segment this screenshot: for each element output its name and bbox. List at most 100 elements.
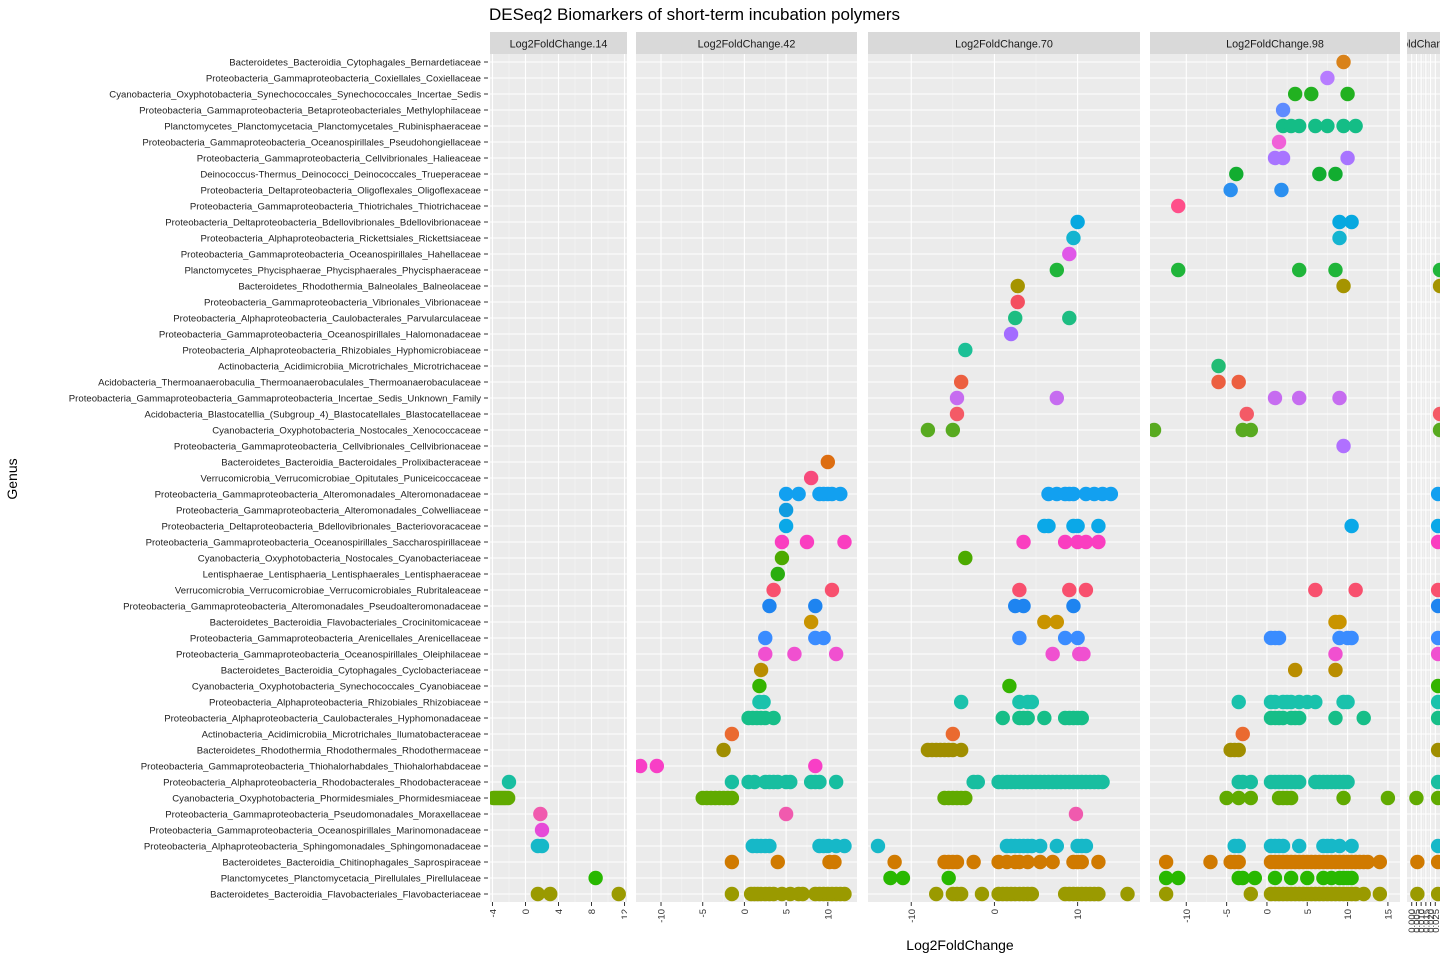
data-point bbox=[816, 630, 831, 646]
data-point bbox=[1231, 742, 1246, 758]
data-point bbox=[1243, 886, 1259, 902]
data-point bbox=[1231, 374, 1246, 390]
genus-label: Proteobacteria_Alphaproteobacteria_Rhodo… bbox=[163, 777, 481, 788]
genus-label: Bacteroidetes_Bacteroidia_Flavobacterial… bbox=[210, 889, 481, 900]
genus-label: Proteobacteria_Gammaproteobacteria_Alter… bbox=[176, 505, 481, 516]
genus-label: Proteobacteria_Gammaproteobacteria_Cellv… bbox=[174, 441, 481, 452]
genus-label: Proteobacteria_Gammaproteobacteria_Ocean… bbox=[159, 329, 481, 340]
data-point bbox=[974, 886, 990, 902]
data-point bbox=[883, 870, 898, 886]
data-point bbox=[1291, 838, 1307, 854]
data-point bbox=[949, 390, 965, 406]
facet-strip-label: Log2FoldChange.126 bbox=[1372, 39, 1440, 51]
data-point bbox=[958, 550, 973, 566]
facet-panel: Log2FoldChange.126 0.0000.0050.0100.0150.… bbox=[1372, 32, 1440, 933]
data-point bbox=[1336, 790, 1351, 806]
data-point bbox=[808, 758, 823, 774]
genus-label: Acidobacteria_Blastocatellia_(Subgroup_4… bbox=[144, 409, 481, 420]
facet-strip-label: Log2FoldChange.14 bbox=[510, 39, 608, 51]
x-tick-label: 5 bbox=[782, 909, 793, 914]
data-point bbox=[1287, 86, 1303, 102]
data-point bbox=[1430, 486, 1440, 502]
data-point bbox=[1045, 854, 1060, 870]
data-point bbox=[534, 822, 550, 838]
data-point bbox=[795, 886, 810, 902]
data-point bbox=[1171, 198, 1186, 214]
genus-label: Proteobacteria_Gammaproteobacteria_Ocean… bbox=[142, 137, 481, 148]
genus-label: Bacteroidetes_Bacteroidia_Flavobacterial… bbox=[210, 617, 481, 628]
data-point bbox=[958, 342, 973, 358]
data-point bbox=[1057, 534, 1073, 550]
data-point bbox=[716, 742, 731, 758]
genus-label: Proteobacteria_Deltaproteobacteria_Oligo… bbox=[200, 185, 481, 196]
data-point bbox=[1171, 262, 1186, 278]
data-point bbox=[1203, 854, 1218, 870]
data-point bbox=[1430, 742, 1440, 758]
genus-label: Proteobacteria_Alphaproteobacteria_Caulo… bbox=[164, 713, 481, 724]
genus-label: Proteobacteria_Gammaproteobacteria_Cellv… bbox=[197, 153, 481, 164]
data-point bbox=[1275, 150, 1291, 166]
data-point bbox=[1074, 710, 1089, 726]
data-point bbox=[837, 534, 852, 550]
data-point bbox=[1300, 870, 1315, 886]
data-point bbox=[949, 406, 965, 422]
x-tick-label: -10 bbox=[907, 909, 918, 923]
x-tick-label: 0.000 bbox=[1407, 909, 1418, 933]
genus-label: Proteobacteria_Deltaproteobacteria_Bdell… bbox=[165, 217, 481, 228]
data-point bbox=[774, 534, 790, 550]
genus-label: Proteobacteria_Alphaproteobacteria_Sphin… bbox=[144, 841, 481, 852]
data-point bbox=[1320, 70, 1335, 86]
facet-strip bbox=[636, 32, 857, 54]
data-point bbox=[501, 774, 517, 790]
data-point bbox=[752, 678, 767, 694]
data-point bbox=[1308, 582, 1323, 598]
data-point bbox=[1062, 582, 1077, 598]
facet-strip-label: Log2FoldChange.98 bbox=[1226, 39, 1324, 51]
genus-label: Proteobacteria_Gammaproteobacteria_Thioh… bbox=[141, 761, 481, 772]
data-point bbox=[1410, 854, 1425, 870]
data-point bbox=[1348, 582, 1363, 598]
data-point bbox=[1020, 710, 1035, 726]
facet-strip bbox=[490, 32, 627, 54]
data-point bbox=[1432, 422, 1440, 438]
facet-panel: Log2FoldChange.70 -10 0 10 bbox=[868, 32, 1140, 923]
data-point bbox=[1328, 166, 1343, 182]
data-point bbox=[1274, 182, 1289, 198]
genus-label: Proteobacteria_Gammaproteobacteria_Gamma… bbox=[69, 393, 481, 404]
data-point bbox=[1002, 678, 1017, 694]
data-point bbox=[543, 886, 558, 902]
x-tick-label: -10 bbox=[657, 909, 668, 923]
data-point bbox=[1037, 614, 1052, 630]
data-point bbox=[1012, 630, 1027, 646]
x-tick-label: -10 bbox=[1182, 909, 1193, 923]
genus-label: Proteobacteria_Alphaproteobacteria_Ricke… bbox=[200, 233, 481, 244]
genus-label: Proteobacteria_Gammaproteobacteria_Ocean… bbox=[149, 825, 481, 836]
data-point bbox=[1032, 854, 1048, 870]
data-point bbox=[1430, 838, 1440, 854]
data-point bbox=[1283, 870, 1299, 886]
genus-label: Bacteroidetes_Bacteroidia_Bacteroidales_… bbox=[221, 457, 481, 468]
data-point bbox=[1432, 262, 1440, 278]
data-point bbox=[1120, 886, 1135, 902]
data-point bbox=[827, 854, 842, 870]
data-point bbox=[787, 646, 802, 662]
data-point bbox=[1171, 870, 1186, 886]
x-tick-label: 0.020 bbox=[1426, 909, 1437, 933]
data-point bbox=[778, 518, 794, 534]
facet-panel: Log2FoldChange.98 -10 -5 0 5 10 15 bbox=[1150, 32, 1400, 923]
data-point bbox=[1010, 278, 1025, 294]
genus-label: Proteobacteria_Gammaproteobacteria_Ocean… bbox=[176, 649, 481, 660]
data-point bbox=[1211, 358, 1226, 374]
genus-label: Planctomycetes_Planctomycetacia_Pirellul… bbox=[221, 873, 481, 884]
data-point bbox=[1340, 86, 1355, 102]
data-point bbox=[1091, 518, 1106, 534]
data-point bbox=[1344, 518, 1359, 534]
data-point bbox=[1332, 214, 1347, 230]
data-point bbox=[1409, 790, 1424, 806]
genus-label: Verrucomicrobia_Verrucomicrobiae_Opituta… bbox=[201, 473, 482, 484]
data-point bbox=[1332, 390, 1347, 406]
data-point bbox=[778, 806, 794, 822]
data-point bbox=[1430, 534, 1440, 550]
genus-label: Verrucomicrobia_Verrucomicrobiae_Verruco… bbox=[175, 585, 481, 596]
